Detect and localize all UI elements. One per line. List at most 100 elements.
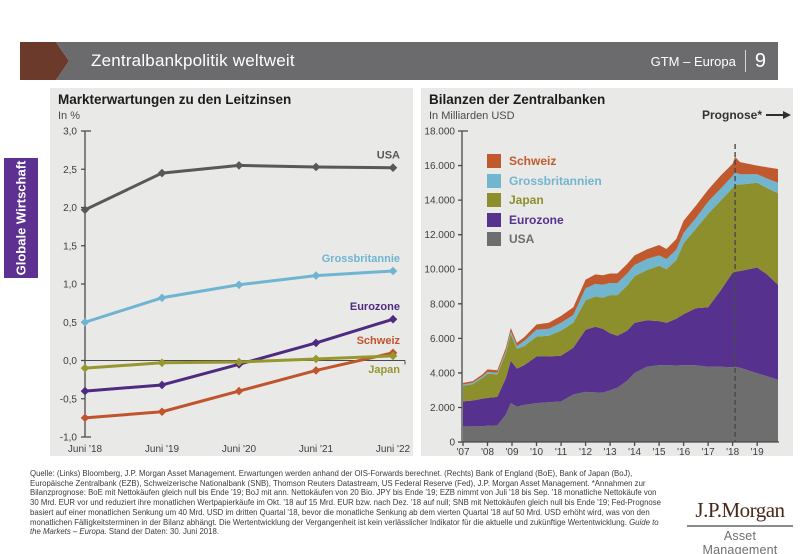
marker — [80, 317, 90, 327]
header-bar: Zentralbankpolitik weltweit GTM – Europa… — [56, 42, 778, 80]
y-tick-label: 14.000 — [424, 196, 455, 207]
x-tick-label: '08 — [481, 447, 494, 456]
marker — [157, 407, 167, 417]
x-tick-label: '11 — [555, 447, 568, 456]
x-tick-label: Juni '18 — [68, 444, 103, 455]
y-tick-label: -1,0 — [60, 433, 78, 444]
section-tab: Globale Wirtschaft — [4, 158, 38, 278]
x-tick-label: '19 — [751, 447, 764, 456]
page-title: Zentralbankpolitik weltweit — [91, 51, 295, 70]
series-label-Schweiz: Schweiz — [357, 335, 401, 347]
y-tick-label: 8.000 — [430, 299, 455, 310]
marker — [311, 271, 321, 280]
y-tick-label: 0,5 — [63, 318, 77, 329]
x-tick-label: '13 — [604, 447, 617, 456]
legend-swatch — [487, 193, 501, 207]
x-tick-label: '10 — [530, 447, 543, 456]
marker — [388, 351, 398, 361]
y-tick-label: 0 — [449, 438, 455, 449]
left-chart-title: Markterwartungen zu den Leitzinsen — [58, 92, 292, 107]
series-label-Grossbritannie: Grossbritannie — [322, 253, 400, 265]
marker — [388, 163, 398, 173]
x-tick-label: Juni '22 — [376, 444, 411, 455]
legend-label: Schweiz — [509, 154, 557, 168]
marker — [234, 161, 244, 170]
balance-area-chart: 18.000 16.000 14.000 12.000 10.000 8.000 6.000… — [424, 127, 779, 456]
marker — [157, 168, 167, 178]
area-Eurozone — [463, 267, 778, 427]
edition-label: GTM – Europa — [650, 53, 736, 69]
right-arrow-head-icon — [783, 111, 791, 119]
series-label-Japan: Japan — [368, 364, 400, 376]
y-tick-label: 4.000 — [430, 368, 455, 379]
legend-swatch — [487, 232, 501, 246]
legend-item-USA: USA — [487, 232, 602, 246]
right-chart-panel: 18.000 16.000 14.000 12.000 10.000 8.000 6.000… — [421, 88, 793, 456]
y-tick-label: 0,0 — [63, 356, 77, 367]
marker — [80, 413, 90, 423]
section-tab-label: Globale Wirtschaft — [13, 160, 29, 276]
marker — [80, 363, 90, 373]
logo-brand-text: J.P.Morgan — [687, 498, 793, 527]
legend-swatch — [487, 154, 501, 168]
footnote-gtm-italic: Guide to the Markets – Europa. — [30, 517, 659, 537]
legend-item-Schweiz: Schweiz — [487, 154, 602, 168]
x-tick-label: '07 — [456, 447, 469, 456]
legend-swatch — [487, 173, 501, 188]
x-axis — [462, 441, 779, 446]
area-Grossbritannien — [463, 172, 778, 386]
marker — [311, 338, 321, 348]
x-tick-label: '18 — [726, 447, 739, 456]
y-tick-label: 18.000 — [424, 127, 455, 138]
y-tick-label: 2,5 — [63, 165, 77, 176]
source-footnote: Quelle: (Links) Bloomberg, J.P. Morgan A… — [30, 469, 664, 537]
forecast-annotation: Prognose* — [702, 108, 791, 122]
area-Japan — [463, 182, 778, 402]
y-axis — [458, 130, 468, 443]
marker — [157, 293, 167, 303]
y-tick-label: 1,5 — [63, 241, 77, 252]
footnote-date: Stand der Daten: 30. Juni 2018. — [106, 527, 219, 537]
x-tick-label: Juni '19 — [145, 444, 180, 455]
marker — [157, 358, 167, 368]
marker — [80, 205, 90, 215]
marker — [157, 380, 167, 390]
right-chart-title: Bilanzen der Zentralbanken — [429, 92, 606, 107]
marker — [311, 162, 321, 172]
right-chart-subtitle: In Milliarden USD — [429, 110, 515, 122]
area-USA — [463, 365, 778, 442]
y-tick-label: 3,0 — [63, 127, 77, 138]
x-tick-label: '14 — [628, 447, 641, 456]
marker — [234, 386, 244, 396]
header-right: GTM – Europa 9 — [651, 50, 766, 73]
left-chart-panel: 3,0 2,5 2,0 1,5 1,0 0,5 0,0 -0,5 -1,0 Juni '18 Jun… — [50, 88, 413, 456]
jpmorgan-logo: J.P.Morgan Asset Management — [687, 498, 793, 554]
marker — [234, 280, 244, 290]
area-Schweiz — [463, 156, 778, 385]
x-tick-label: '16 — [677, 447, 690, 456]
marker — [234, 357, 244, 367]
y-tick-label: 1,0 — [63, 280, 77, 291]
marker — [80, 386, 90, 396]
chart-legend: Schweiz Grossbritannien Japan Eurozone USA — [487, 154, 602, 246]
y-tick-label: 16.000 — [424, 161, 455, 172]
legend-item-Eurozone: Eurozone — [487, 212, 602, 227]
y-tick-label: -0,5 — [60, 394, 78, 405]
legend-label: Grossbritannien — [509, 173, 602, 188]
x-tick-label: Juni '20 — [222, 444, 257, 455]
y-tick-label: 2,0 — [63, 203, 77, 214]
footnote-text: Quelle: (Links) Bloomberg, J.P. Morgan A… — [30, 469, 661, 527]
y-tick-label: 6.000 — [430, 334, 455, 345]
marker — [311, 354, 321, 364]
y-tick-label: 12.000 — [424, 230, 455, 241]
series-label-Eurozone: Eurozone — [350, 301, 400, 313]
series-line-Eurozone — [84, 317, 394, 393]
legend-label: Eurozone — [509, 212, 564, 227]
forecast-label: Prognose* — [701, 108, 762, 122]
legend-label: Japan — [509, 193, 544, 207]
left-chart-subtitle: In % — [58, 110, 81, 122]
header-divider — [744, 50, 746, 72]
y-tick-label: 2.000 — [430, 403, 455, 414]
